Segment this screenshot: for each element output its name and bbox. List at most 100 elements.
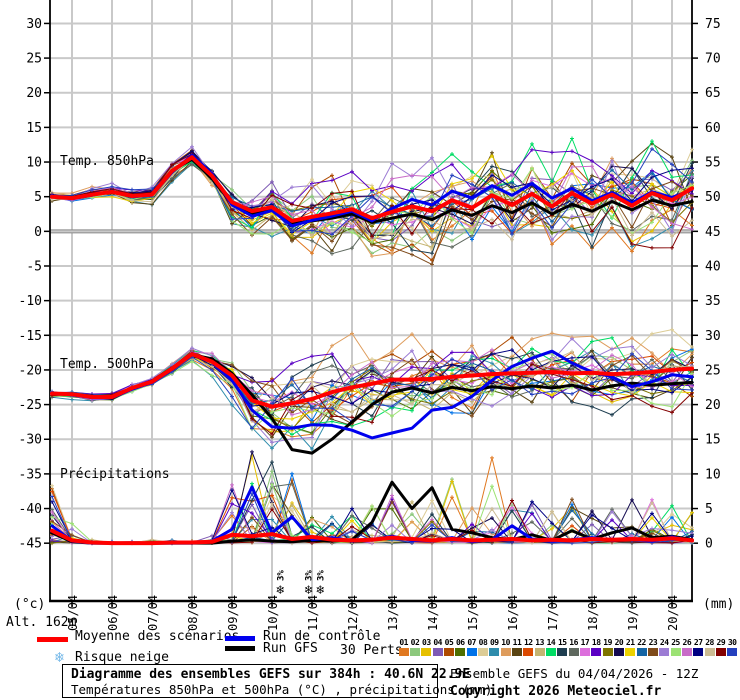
- perturbation-14: 14: [545, 638, 556, 656]
- snowflake-icon: ❄: [55, 648, 65, 666]
- perturbation-color-strip: 01 02 03 04 05 06 07 08 09 10 11 12 13 14 15 16 17 18 19 20…: [398, 638, 738, 656]
- snow-risk-markers: ❄3%❄3%❄3%: [275, 570, 326, 598]
- perturbation-color-swatch: [727, 648, 738, 656]
- perturbation-number: 22: [637, 638, 646, 647]
- diagram-subtitle: Températures 850hPa et 500hPa (°C) , pré…: [71, 682, 493, 697]
- perturbation-15: 15: [557, 638, 568, 656]
- perturbation-color-swatch: [568, 648, 579, 656]
- x-axis-date-label: 20/04: [666, 595, 680, 631]
- right-axis-tick-label: 25: [705, 363, 721, 378]
- snowflake-risk-icon: ❄: [315, 583, 324, 598]
- perturbation-number: 19: [603, 638, 612, 647]
- perturbation-color-swatch: [693, 648, 704, 656]
- snow-risk-percent-label: 3%: [316, 570, 326, 581]
- perturbation-color-swatch: [636, 648, 647, 656]
- perturbation-19: 19: [602, 638, 613, 656]
- perturbation-number: 12: [523, 638, 533, 647]
- right-axis-tick-label: 20: [705, 398, 721, 413]
- right-axis-tick-label: 0: [705, 537, 713, 552]
- perturbation-20: 20: [613, 638, 624, 656]
- left-axis-tick-label: 5: [34, 190, 42, 205]
- perturbation-color-swatch: [500, 648, 511, 656]
- left-axis-tick-label: -30: [19, 433, 42, 448]
- perturbation-number: 17: [580, 638, 590, 647]
- right-axis-tick-label: 10: [705, 467, 721, 482]
- right-axis-tick-label: 75: [705, 17, 721, 32]
- perturbation-number: 02: [410, 638, 420, 647]
- perturbation-29: 29: [715, 638, 726, 656]
- snow-risk-percent-label: 3%: [305, 570, 315, 581]
- legend-control-label: Run de contrôle: [263, 629, 381, 644]
- right-axis-tick-label: 15: [705, 433, 721, 448]
- panel-label-precip: Précipitations: [60, 467, 170, 482]
- perturbation-12: 12: [523, 638, 534, 656]
- left-axis-tick-label: -25: [19, 398, 42, 413]
- perturbation-number: 03: [422, 638, 431, 647]
- right-axis-tick-label: 60: [705, 121, 721, 136]
- snow-risk-percent-label: 3%: [276, 570, 286, 581]
- right-axis-tick-label: 65: [705, 86, 721, 101]
- panel-label-500hpa: Temp. 500hPa: [60, 357, 154, 372]
- left-axis-tick-label: -15: [19, 329, 42, 344]
- perturbation-21: 21: [625, 638, 636, 656]
- perturbation-color-swatch: [681, 648, 692, 656]
- perturbation-number: 24: [659, 638, 669, 647]
- axes: [44, 0, 698, 607]
- perturbation-27: 27: [693, 638, 704, 656]
- copyright: Copyright 2026 Meteociel.fr: [450, 684, 662, 699]
- perturbation-color-swatch: [715, 648, 726, 656]
- ensemble-member-19: [50, 154, 694, 546]
- perturbation-color-swatch: [455, 648, 466, 656]
- perturbation-number: 13: [535, 638, 544, 647]
- perturbation-color-swatch: [625, 648, 636, 656]
- perturbation-number: 04: [433, 638, 442, 647]
- perturbation-number: 15: [557, 638, 567, 647]
- perturbation-number: 25: [671, 638, 680, 647]
- perturbation-number: 18: [591, 638, 601, 647]
- x-axis-date-label: 07/04: [146, 595, 160, 631]
- perturbation-number: 10: [501, 638, 510, 647]
- perturbation-color-swatch: [557, 648, 568, 656]
- right-axis-unit-label: (mm): [703, 597, 734, 612]
- right-axis-tick-label: 45: [705, 225, 721, 240]
- perturbation-number: 26: [682, 638, 692, 647]
- perturbation-color-swatch: [432, 648, 443, 656]
- left-axis-tick-label: -10: [19, 294, 42, 309]
- perturbation-05: 05: [443, 638, 454, 656]
- perturbation-04: 04: [432, 638, 443, 656]
- main-series-curves: [50, 153, 694, 546]
- x-axis-date-label: 15/04: [466, 595, 480, 631]
- perturbation-number: 21: [625, 638, 635, 647]
- perturbation-number: 06: [455, 638, 465, 647]
- perturbation-color-swatch: [511, 648, 522, 656]
- perturbation-10: 10: [500, 638, 511, 656]
- legend-gfs-label: Run GFS: [263, 641, 318, 656]
- x-axis-date-label: 09/04: [226, 595, 240, 631]
- perturbation-color-swatch: [579, 648, 590, 656]
- perturbation-number: 20: [614, 638, 624, 647]
- right-axis-tick-label: 70: [705, 52, 721, 67]
- x-axis-date-label: 08/04: [186, 595, 200, 631]
- perturbation-23: 23: [647, 638, 658, 656]
- perturbation-color-swatch: [591, 648, 602, 656]
- diagram-title: Diagramme des ensembles GEFS sur 384h : …: [71, 667, 471, 682]
- perturbation-number: 11: [512, 638, 522, 647]
- perturbation-09: 09: [489, 638, 500, 656]
- x-axis-date-label: 05/04: [66, 595, 80, 631]
- x-axis-date-label: 12/04: [346, 595, 360, 631]
- perturbation-number: 07: [467, 638, 476, 647]
- perturbation-number: 23: [648, 638, 658, 647]
- perturbation-02: 02: [409, 638, 420, 656]
- ensemble-member-15: [50, 152, 694, 546]
- ensemble-member-12: [50, 155, 694, 545]
- ensemble-member-04: [50, 154, 694, 545]
- x-axis-date-labels: 05/04 06/04 07/04 08/04 09/04 10/04 11/04 12/04…: [66, 595, 680, 631]
- perturbation-11: 11: [511, 638, 522, 656]
- perturbation-number: 30: [727, 638, 737, 647]
- perturbation-number: 16: [569, 638, 578, 647]
- snowflake-risk-icon: ❄: [304, 583, 313, 598]
- perturbation-17: 17: [579, 638, 590, 656]
- ensemble-member-07: [50, 155, 694, 546]
- perturbation-number: 14: [546, 638, 556, 647]
- x-axis-date-label: 16/04: [506, 595, 520, 631]
